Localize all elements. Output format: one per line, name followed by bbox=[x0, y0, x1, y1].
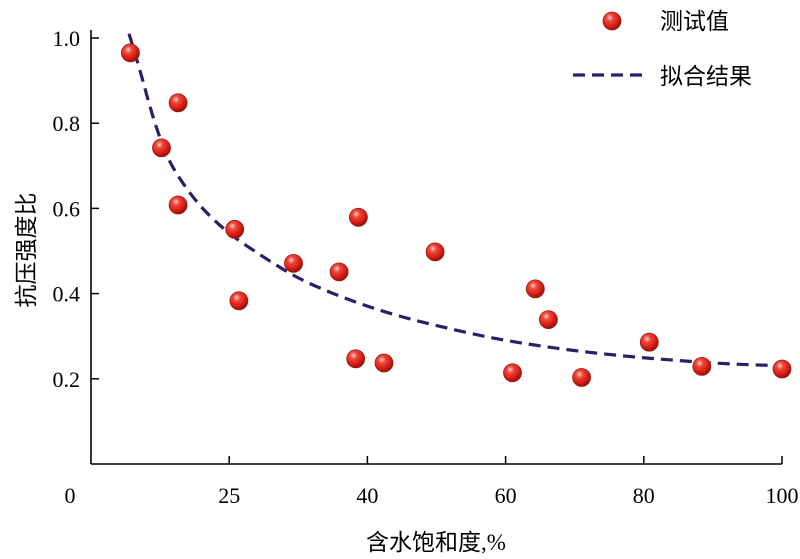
test-point bbox=[168, 195, 188, 215]
x-tick-label: 0 bbox=[65, 483, 76, 508]
test-point bbox=[639, 332, 659, 352]
test-point bbox=[152, 138, 171, 158]
test-point bbox=[225, 219, 245, 239]
x-ticks: 0 25 40 60 80 100 bbox=[65, 456, 799, 508]
y-axis-title: 抗压强度比 bbox=[14, 193, 39, 308]
legend-marker-points bbox=[602, 11, 622, 31]
x-tick-label: 80 bbox=[633, 483, 655, 508]
test-point bbox=[772, 359, 792, 379]
y-ticks: 0.2 0.4 0.6 0.8 1.0 bbox=[53, 26, 99, 392]
y-tick-label: 0.4 bbox=[53, 282, 81, 307]
test-point bbox=[525, 279, 545, 299]
test-point bbox=[572, 368, 591, 387]
test-point bbox=[168, 93, 188, 113]
plot-area: 0 25 40 60 80 100 0.2 0.4 0.6 0.8 1.0 bbox=[53, 26, 799, 508]
test-point bbox=[229, 291, 249, 311]
test-point bbox=[284, 253, 303, 273]
x-tick-label: 25 bbox=[218, 483, 240, 508]
fit-curve bbox=[127, 33, 783, 368]
test-point bbox=[348, 207, 368, 227]
legend-label-curve: 拟合结果 bbox=[660, 64, 752, 89]
x-tick-label: 40 bbox=[356, 483, 378, 508]
y-tick-label: 0.8 bbox=[53, 111, 81, 136]
test-point bbox=[425, 242, 445, 262]
x-axis-title: 含水饱和度,% bbox=[366, 530, 506, 555]
x-tick-label: 60 bbox=[495, 483, 517, 508]
test-point bbox=[539, 310, 558, 330]
test-point bbox=[503, 363, 522, 383]
test-point bbox=[120, 43, 140, 63]
test-point bbox=[692, 356, 712, 376]
test-point bbox=[374, 353, 394, 373]
test-points bbox=[120, 43, 792, 387]
test-point bbox=[329, 262, 349, 282]
y-tick-label: 0.6 bbox=[53, 196, 81, 221]
y-tick-label: 0.2 bbox=[53, 367, 81, 392]
y-tick-label: 1.0 bbox=[53, 26, 81, 51]
legend: 测试值 拟合结果 bbox=[573, 9, 752, 89]
test-point bbox=[346, 349, 366, 369]
x-tick-label: 100 bbox=[766, 483, 799, 508]
legend-label-points: 测试值 bbox=[660, 9, 729, 34]
